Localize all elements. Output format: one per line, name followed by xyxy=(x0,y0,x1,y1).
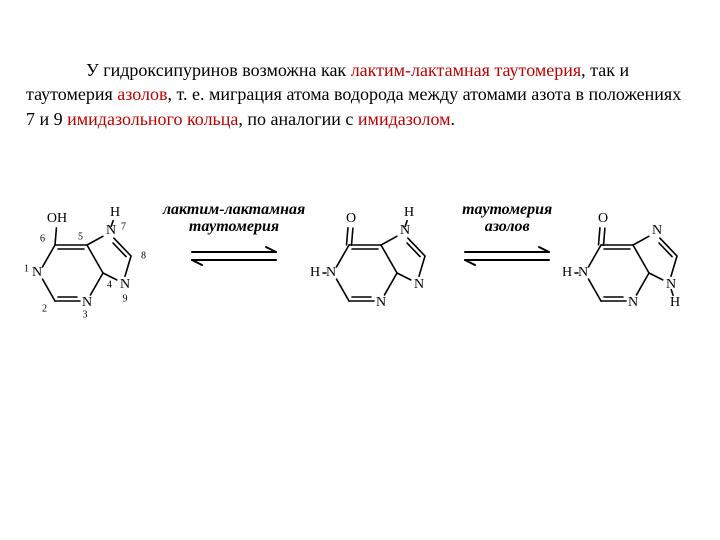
svg-text:6: 6 xyxy=(40,233,45,244)
hl-imidazole: имидазолом xyxy=(358,109,451,129)
txt-seg5: . xyxy=(451,109,456,129)
svg-text:O: O xyxy=(346,211,356,226)
svg-text:5: 5 xyxy=(78,231,83,242)
svg-text:H: H xyxy=(110,205,120,220)
svg-text:H: H xyxy=(311,265,320,280)
svg-text:4: 4 xyxy=(107,279,112,290)
structure-a: NNNNOHH123456789 xyxy=(17,201,157,351)
structure-c: NNNNOHH xyxy=(563,201,703,351)
svg-text:N: N xyxy=(376,295,386,310)
txt-seg4: , по аналогии с xyxy=(238,109,358,129)
svg-text:N: N xyxy=(628,295,638,310)
hl-azoles: азолов xyxy=(117,84,167,104)
svg-text:7: 7 xyxy=(121,221,126,232)
svg-text:1: 1 xyxy=(24,263,29,274)
label-azole: таутомерия азолов xyxy=(462,201,552,236)
svg-text:N: N xyxy=(578,265,588,280)
hl-imidazole-ring: имидазольного кольца xyxy=(67,109,238,129)
svg-text:3: 3 xyxy=(82,309,87,320)
svg-text:N: N xyxy=(32,265,42,280)
svg-text:OH: OH xyxy=(47,211,67,226)
eq-arrow-2: таутомерия азолов xyxy=(457,201,557,270)
diagram: NNNNOHH123456789 лактим-лактамная таутом… xyxy=(20,201,700,351)
svg-text:H: H xyxy=(404,205,414,220)
txt-leadin: У гидроксипуринов возможна как xyxy=(86,60,351,80)
svg-text:N: N xyxy=(326,265,336,280)
svg-text:N: N xyxy=(652,223,662,238)
svg-text:O: O xyxy=(598,211,608,226)
structure-b: NNNNOHH xyxy=(311,201,451,351)
svg-text:N: N xyxy=(82,295,92,310)
label-lactim: лактим-лактамная таутомерия xyxy=(163,201,305,236)
svg-text:N: N xyxy=(120,277,130,292)
svg-text:8: 8 xyxy=(141,250,146,261)
svg-text:9: 9 xyxy=(122,293,127,304)
eq-arrow-1: лактим-лактамная таутомерия xyxy=(163,201,305,270)
svg-text:H: H xyxy=(670,295,680,310)
svg-text:H: H xyxy=(563,265,572,280)
svg-text:N: N xyxy=(414,277,424,292)
hl-lactim: лактим-лактамная таутомерия xyxy=(351,60,581,80)
intro-paragraph: У гидроксипуринов возможна как лактим-ла… xyxy=(26,58,694,131)
svg-text:2: 2 xyxy=(42,303,47,314)
